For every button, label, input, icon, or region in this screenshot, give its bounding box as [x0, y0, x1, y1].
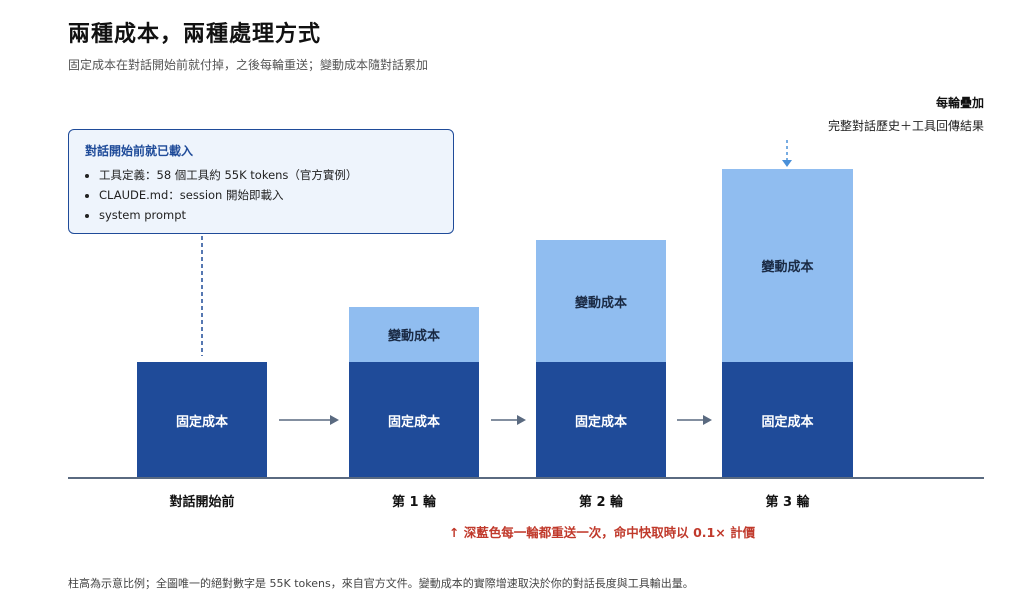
resend-note: ↑ 深藍色每一輪都重送一次，命中快取時以 0.1× 計價 — [0, 522, 1024, 541]
flow-arrowhead-1 — [330, 415, 339, 425]
callout-item-tools: 工具定義：58 個工具約 55K tokens（官方實例） — [99, 165, 437, 185]
accumulation-indicator-arrowhead — [782, 160, 792, 167]
footnote: 柱高為示意比例；全圖唯一的絕對數字是 55K tokens，來自官方文件。變動成… — [68, 577, 694, 590]
column-label-round-1: 第 1 輪 — [391, 495, 437, 510]
callout-item-claude-md: CLAUDE.md：session 開始即載入 — [99, 185, 437, 205]
page-title: 兩種成本，兩種處理方式 — [68, 22, 322, 47]
column-label-before: 對話開始前 — [169, 495, 235, 510]
callout-item-system-prompt: system prompt — [99, 205, 437, 225]
variable-cost-block-round-3: 變動成本 — [722, 169, 853, 362]
accumulation-note: 每輪疊加 完整對話歷史＋工具回傳結果 — [828, 94, 984, 134]
accumulation-note-subtitle: 完整對話歷史＋工具回傳結果 — [827, 119, 984, 133]
resend-note-text: ↑ 深藍色每一輪都重送一次，命中快取時以 0.1× 計價 — [448, 525, 756, 540]
baseline-axis — [68, 477, 984, 479]
flow-arrowhead-2 — [517, 415, 526, 425]
column-label-round-3: 第 3 輪 — [765, 495, 810, 510]
variable-cost-block-round-1: 變動成本 — [349, 307, 479, 362]
accumulation-note-title: 每輪疊加 — [935, 96, 984, 110]
callout-title: 對話開始前就已載入 — [85, 144, 194, 158]
flow-arrowhead-3 — [703, 415, 712, 425]
preload-callout: 對話開始前就已載入 工具定義：58 個工具約 55K tokens（官方實例） … — [68, 129, 454, 234]
callout-list: 工具定義：58 個工具約 55K tokens（官方實例） CLAUDE.md：… — [85, 165, 437, 225]
page-subtitle: 固定成本在對話開始前就付掉，之後每輪重送；變動成本隨對話累加 — [68, 58, 429, 72]
fixed-cost-block-round-3: 固定成本 — [722, 362, 853, 478]
variable-cost-block-round-2: 變動成本 — [536, 240, 666, 362]
fixed-cost-block-round-2: 固定成本 — [536, 362, 666, 478]
column-label-round-2: 第 2 輪 — [578, 495, 624, 510]
fixed-cost-block-round-1: 固定成本 — [349, 362, 479, 478]
fixed-cost-block-before: 固定成本 — [137, 362, 267, 478]
